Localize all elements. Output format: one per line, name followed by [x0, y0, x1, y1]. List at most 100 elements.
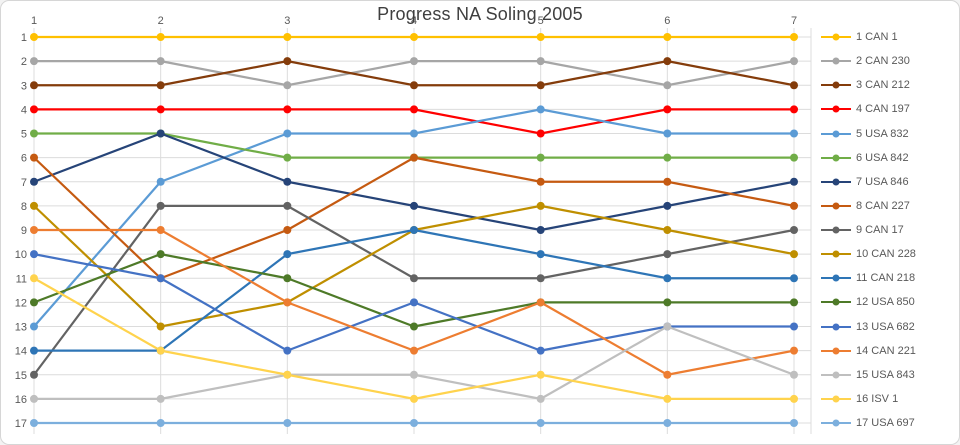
legend-label: 14 CAN 221 [856, 344, 916, 357]
data-point [663, 250, 672, 259]
x-axis-tick: 5 [538, 15, 544, 27]
legend-label: 7 USA 846 [856, 175, 909, 188]
y-axis-tick: 13 [15, 322, 27, 334]
data-point [410, 346, 418, 355]
data-point [410, 57, 418, 66]
y-axis-tick: 8 [21, 201, 27, 213]
data-point [283, 33, 292, 41]
legend-swatch [821, 347, 851, 355]
data-point [30, 322, 38, 331]
data-point [30, 370, 38, 379]
x-axis-tick: 6 [664, 15, 670, 27]
data-point [156, 274, 165, 283]
y-axis-tick: 7 [21, 177, 27, 189]
legend-item-8: 8 CAN 227 [821, 194, 916, 218]
legend-swatch-dot [832, 202, 840, 210]
data-point [156, 33, 165, 41]
legend-swatch [821, 130, 851, 138]
data-point [283, 370, 292, 379]
data-point [283, 346, 292, 355]
data-point [156, 394, 165, 403]
legend-item-12: 12 USA 850 [821, 290, 916, 314]
y-axis-tick: 4 [21, 104, 27, 116]
series-4 [30, 105, 798, 138]
data-point [663, 322, 672, 331]
data-point [663, 201, 672, 210]
legend-swatch [821, 81, 851, 89]
legend-swatch [821, 274, 851, 282]
y-axis-tick: 9 [21, 225, 27, 237]
data-point [536, 105, 545, 114]
legend-item-2: 2 CAN 230 [821, 49, 916, 73]
data-point [30, 298, 38, 307]
data-point [790, 105, 798, 114]
legend-swatch [821, 33, 851, 41]
x-axis-tick: 2 [158, 15, 164, 27]
data-point [156, 81, 165, 90]
data-point [410, 153, 418, 162]
data-point [283, 57, 292, 66]
data-point [536, 81, 545, 90]
legend-swatch-dot [832, 250, 840, 258]
legend-swatch-dot [832, 371, 840, 379]
data-point [536, 250, 545, 259]
legend-label: 17 USA 697 [856, 417, 915, 430]
data-point [536, 370, 545, 379]
legend-item-11: 11 CAN 218 [821, 266, 916, 290]
data-point [156, 177, 165, 186]
data-point [663, 177, 672, 186]
data-point [536, 57, 545, 66]
legend-swatch [821, 226, 851, 234]
data-point [536, 129, 545, 138]
data-point [790, 274, 798, 283]
legend-item-15: 15 USA 843 [821, 363, 916, 387]
data-point [663, 370, 672, 379]
data-point [663, 274, 672, 283]
legend-swatch-dot [832, 347, 840, 355]
data-point [790, 201, 798, 210]
data-point [790, 226, 798, 234]
data-point [30, 129, 38, 138]
y-axis-tick: 12 [15, 297, 27, 309]
series-2 [30, 57, 798, 90]
data-point [283, 105, 292, 114]
legend-swatch-dot [832, 298, 840, 306]
data-point [663, 298, 672, 307]
data-point [663, 129, 672, 138]
data-point [790, 419, 798, 427]
data-point [536, 33, 545, 41]
data-point [536, 298, 545, 307]
legend-swatch-dot [832, 178, 840, 186]
data-point [156, 57, 165, 66]
legend-item-16: 16 ISV 1 [821, 387, 916, 411]
legend-swatch-dot [832, 323, 840, 331]
data-point [30, 274, 38, 283]
data-point [790, 129, 798, 138]
data-point [663, 226, 672, 234]
data-point [663, 81, 672, 90]
y-axis-tick: 10 [15, 249, 27, 261]
legend-swatch-dot [832, 154, 840, 162]
data-point [156, 346, 165, 355]
series-17 [30, 419, 798, 427]
data-point [156, 105, 165, 114]
y-axis-tick: 3 [21, 80, 27, 92]
data-point [536, 226, 545, 234]
legend-label: 2 CAN 230 [856, 55, 910, 68]
data-point [790, 153, 798, 162]
legend-label: 5 USA 832 [856, 127, 909, 140]
legend-swatch-dot [832, 105, 840, 113]
legend-swatch-dot [832, 57, 840, 65]
x-axis-tick: 1 [31, 15, 37, 27]
data-point [663, 57, 672, 66]
series-1 [30, 33, 798, 41]
legend-label: 13 USA 682 [856, 320, 915, 333]
data-point [790, 81, 798, 90]
legend-swatch [821, 57, 851, 65]
legend-item-6: 6 USA 842 [821, 146, 916, 170]
legend-swatch [821, 178, 851, 186]
data-point [790, 250, 798, 259]
data-point [790, 322, 798, 331]
data-point [283, 129, 292, 138]
data-point [536, 346, 545, 355]
